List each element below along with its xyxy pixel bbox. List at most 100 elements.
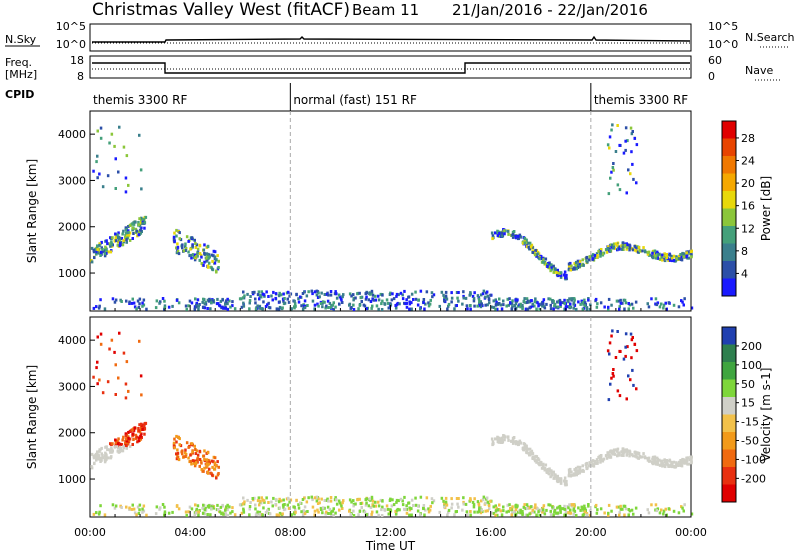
scatter-cell [184, 245, 187, 249]
scatter-cell [118, 331, 121, 335]
scatter-cell [357, 307, 360, 311]
scatter-cell [650, 297, 653, 301]
scatter-cell [505, 510, 508, 514]
scatter-cell [317, 510, 320, 514]
scatter-cell [518, 439, 522, 443]
scatter-cell [187, 304, 190, 308]
scatter-cell [618, 453, 621, 457]
scatter-cell [575, 513, 578, 517]
scatter-cell [469, 304, 472, 307]
scatter-cell [628, 449, 631, 453]
scatter-cell [381, 293, 384, 297]
scatter-cell [161, 297, 165, 300]
scatter-cell [658, 458, 661, 462]
scatter-cell [333, 292, 337, 296]
scatter-cell [596, 254, 599, 257]
scatter-cell [407, 501, 410, 505]
scatter-cell [496, 513, 499, 517]
scatter-cell [272, 496, 275, 500]
scatter-cell [596, 255, 599, 259]
scatter-cell [260, 496, 263, 500]
scatter-cell [519, 302, 522, 306]
scatter-cell [209, 513, 212, 517]
scatter-cell [282, 292, 285, 296]
scatter-cell [99, 254, 102, 257]
scatter-cell [289, 498, 293, 502]
scatter-cell [226, 302, 229, 306]
scatter-cell [682, 509, 685, 513]
scatter-cell [198, 252, 202, 255]
scatter-cell [482, 495, 486, 499]
scatter-cell [132, 301, 136, 305]
scatter-cell [211, 465, 214, 469]
scatter-cell [506, 503, 509, 507]
scatter-cell [610, 334, 613, 338]
scatter-cell [450, 506, 453, 510]
scatter-cell [134, 227, 138, 231]
scatter-cell [115, 239, 118, 243]
scatter-cell [221, 504, 224, 508]
scatter-cell [526, 506, 529, 510]
scatter-cell [499, 303, 503, 307]
scatter-cell [103, 454, 107, 458]
scatter-cell [145, 307, 148, 311]
scatter-cell [111, 297, 115, 301]
scatter-cell [198, 449, 201, 453]
scatter-cell [408, 302, 412, 306]
scatter-cell [562, 479, 566, 483]
scatter-cell [555, 511, 558, 515]
scatter-cell [163, 307, 166, 311]
scatter-cell [531, 302, 534, 306]
scatter-cell [559, 477, 562, 481]
scatter-cell [163, 304, 167, 308]
scatter-cell [238, 503, 242, 507]
scatter-cell [440, 290, 444, 294]
scatter-cell [283, 297, 286, 300]
scatter-cell [507, 509, 510, 513]
scatter-cell [142, 424, 146, 428]
scatter-cell [201, 300, 204, 304]
scatter-cell [627, 374, 630, 378]
scatter-cell [538, 514, 541, 517]
scatter-cell [513, 510, 516, 513]
scatter-cell [117, 446, 120, 450]
scatter-cell [511, 511, 514, 515]
scatter-cell [348, 303, 351, 307]
scatter-cell [110, 338, 114, 342]
scatter-cell [213, 255, 217, 259]
scatter-cell [335, 498, 338, 502]
scatter-cell [566, 305, 570, 309]
scatter-cell [217, 266, 220, 269]
scatter-cell [614, 448, 618, 452]
scatter-cell [596, 461, 599, 465]
scatter-cell [370, 512, 373, 516]
scatter-cell [594, 503, 598, 507]
scatter-cell [427, 301, 430, 305]
scatter-cell [556, 474, 559, 478]
scatter-cell [546, 265, 549, 268]
scatter-cell [323, 300, 326, 304]
scatter-cell [202, 297, 205, 301]
scatter-cell [550, 267, 554, 271]
scatter-cell [221, 298, 224, 302]
scatter-cell [410, 301, 413, 305]
scatter-cell [613, 246, 617, 250]
scatter-cell [533, 457, 536, 461]
scatter-cell [494, 504, 497, 508]
scatter-cell [525, 503, 529, 507]
scatter-cell [514, 442, 518, 446]
colorbar-segment [722, 379, 736, 398]
scatter-cell [352, 499, 355, 503]
scatter-cell [99, 504, 102, 508]
scatter-cell [137, 223, 141, 227]
scatter-cell [334, 511, 337, 515]
scatter-cell [100, 246, 103, 250]
scatter-cell [128, 300, 131, 304]
scatter-cell [569, 511, 573, 515]
scatter-cell [122, 145, 126, 149]
scatter-cell [356, 292, 359, 296]
scatter-cell [416, 509, 420, 513]
scatter-cell [671, 257, 674, 261]
scatter-cell [412, 504, 415, 507]
scatter-cell [349, 306, 352, 310]
